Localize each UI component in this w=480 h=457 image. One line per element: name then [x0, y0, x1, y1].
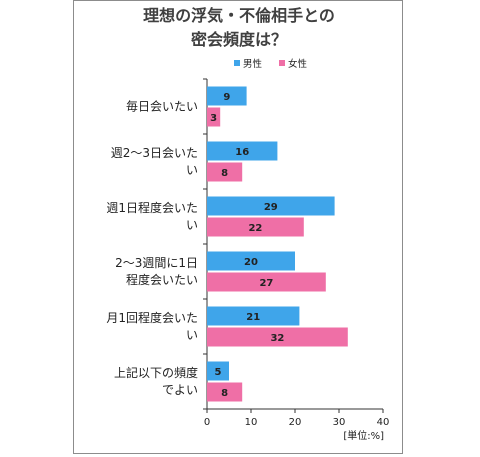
bar-male [207, 361, 229, 381]
chart-title-line-2: 密会頻度は？ [190, 30, 287, 49]
x-tick-label: 30 [333, 417, 346, 428]
unit-label: [単位:%] [343, 429, 384, 442]
bar-female [207, 272, 326, 292]
legend-swatch-1 [234, 60, 240, 66]
bar-male [207, 306, 300, 326]
bar-female [207, 382, 243, 402]
legend-label-2: 女性 [288, 58, 308, 70]
category-label: でよい [162, 383, 198, 397]
bar-value-label: 29 [264, 202, 278, 213]
legend-swatch-2 [279, 60, 285, 66]
bar-value-label: 32 [270, 333, 284, 344]
category-label: い [186, 218, 198, 232]
category-label: 程度会いたい [126, 272, 198, 287]
bar-male [207, 251, 295, 271]
bar-male [207, 86, 247, 106]
bar-female [207, 107, 221, 127]
bar-value-label: 16 [235, 147, 249, 158]
bar-value-label: 9 [223, 92, 230, 103]
chart-frame: 理想の浮気・不倫相手との 密会頻度は？ 男性 女性 0 10 20 30 40 [単位:%] 9 3 毎… [73, 0, 403, 454]
x-tick-label: 40 [377, 417, 390, 428]
chart-title-line-1: 理想の浮気・不倫相手との [143, 6, 335, 25]
category-label: 週1日程度会いた [106, 200, 198, 215]
bar-value-label: 5 [215, 367, 222, 378]
bar-value-label: 22 [248, 223, 262, 234]
category-label: い [186, 163, 198, 177]
bar-value-label: 8 [221, 388, 228, 399]
bar-value-label: 21 [246, 312, 260, 323]
legend-label-1: 男性 [243, 58, 263, 70]
bar-value-label: 8 [221, 168, 228, 179]
category-label: 上記以下の頻度 [114, 365, 198, 380]
category-label: 週2〜3日会いた [111, 146, 198, 160]
bar-value-label: 3 [210, 113, 217, 124]
category-label: 毎日会いたい [126, 99, 198, 114]
bar-value-label: 20 [244, 257, 258, 268]
bar-female [207, 217, 304, 237]
x-tick-label: 10 [245, 417, 258, 428]
category-label: 月1回程度会いた [106, 310, 198, 325]
category-label: 2〜3週間に1日 [115, 256, 198, 270]
x-tick-label: 20 [289, 417, 302, 428]
x-tick-label: 0 [204, 417, 210, 428]
category-label: い [186, 328, 198, 342]
bar-value-label: 27 [259, 278, 273, 289]
bar-female [207, 162, 243, 182]
bar-female [207, 327, 348, 347]
bar-male [207, 141, 278, 161]
bar-male [207, 196, 335, 216]
